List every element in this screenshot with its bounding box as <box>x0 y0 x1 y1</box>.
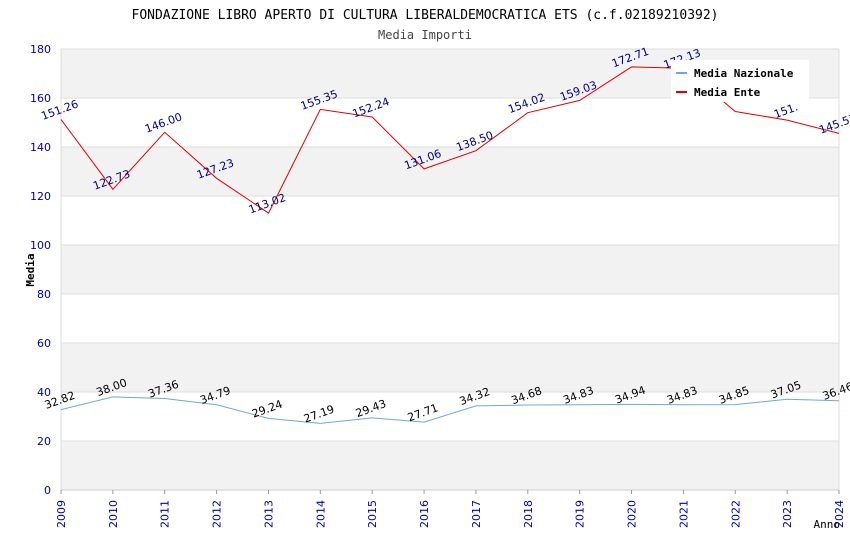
legend-label: Media Ente <box>694 86 761 99</box>
plot-background <box>61 49 839 490</box>
y-tick-label: 60 <box>37 337 51 350</box>
x-tick-label: 2020 <box>626 500 639 528</box>
y-tick-label: 180 <box>30 43 51 56</box>
series-line <box>60 396 840 424</box>
x-tick-label: 2010 <box>107 500 120 528</box>
data-label: 145.57 <box>817 111 850 136</box>
x-tick-label: 2021 <box>677 500 690 528</box>
plot-band <box>61 441 839 490</box>
x-tick-label: 2022 <box>729 500 742 528</box>
x-tick-label: 2011 <box>159 500 172 528</box>
plot-band <box>61 343 839 392</box>
y-tick-label: 120 <box>30 190 51 203</box>
x-axis-label: Anno <box>814 518 841 531</box>
data-label: 151. <box>772 100 799 121</box>
plot-band <box>61 245 839 294</box>
x-tick-label: 2024 <box>833 500 846 528</box>
x-tick-label: 2023 <box>781 500 794 528</box>
axes: 0 20 40 60 80 100 120 140 160 180 2009 2010 2011 2012… <box>30 43 846 528</box>
grid-lines <box>61 48 839 491</box>
y-tick-label: 20 <box>37 435 51 448</box>
x-tick-label: 2009 <box>55 500 68 528</box>
y-tick-label: 140 <box>30 141 51 154</box>
y-tick-label: 80 <box>37 288 51 301</box>
y-tick-label: 40 <box>37 386 51 399</box>
x-tick-label: 2012 <box>211 500 224 528</box>
chart-subtitle: Media Importi <box>378 28 472 42</box>
legend: Media Nazionale Media Ente <box>671 60 809 102</box>
x-tick-label: 2014 <box>314 500 327 528</box>
x-tick-label: 2013 <box>262 500 275 528</box>
y-tick-label: 160 <box>30 92 51 105</box>
data-label: 146.00 <box>143 110 184 135</box>
legend-label: Media Nazionale <box>694 67 794 80</box>
x-tick-label: 2017 <box>470 500 483 528</box>
x-tick-label: 2018 <box>522 500 535 528</box>
plot-band <box>61 147 839 196</box>
y-axis-label: Media <box>24 253 37 286</box>
data-label: 29.24 <box>250 398 284 421</box>
data-label: 27.71 <box>406 401 440 424</box>
legend-box <box>671 60 809 102</box>
x-tick-label: 2019 <box>574 500 587 528</box>
y-tick-label: 0 <box>44 484 51 497</box>
data-label: 29.43 <box>354 397 388 420</box>
x-tick-label: 2015 <box>366 500 379 528</box>
y-tick-label: 100 <box>30 239 51 252</box>
chart-title: FONDAZIONE LIBRO APERTO DI CULTURA LIBER… <box>132 8 719 23</box>
x-tick-label: 2016 <box>418 500 431 528</box>
